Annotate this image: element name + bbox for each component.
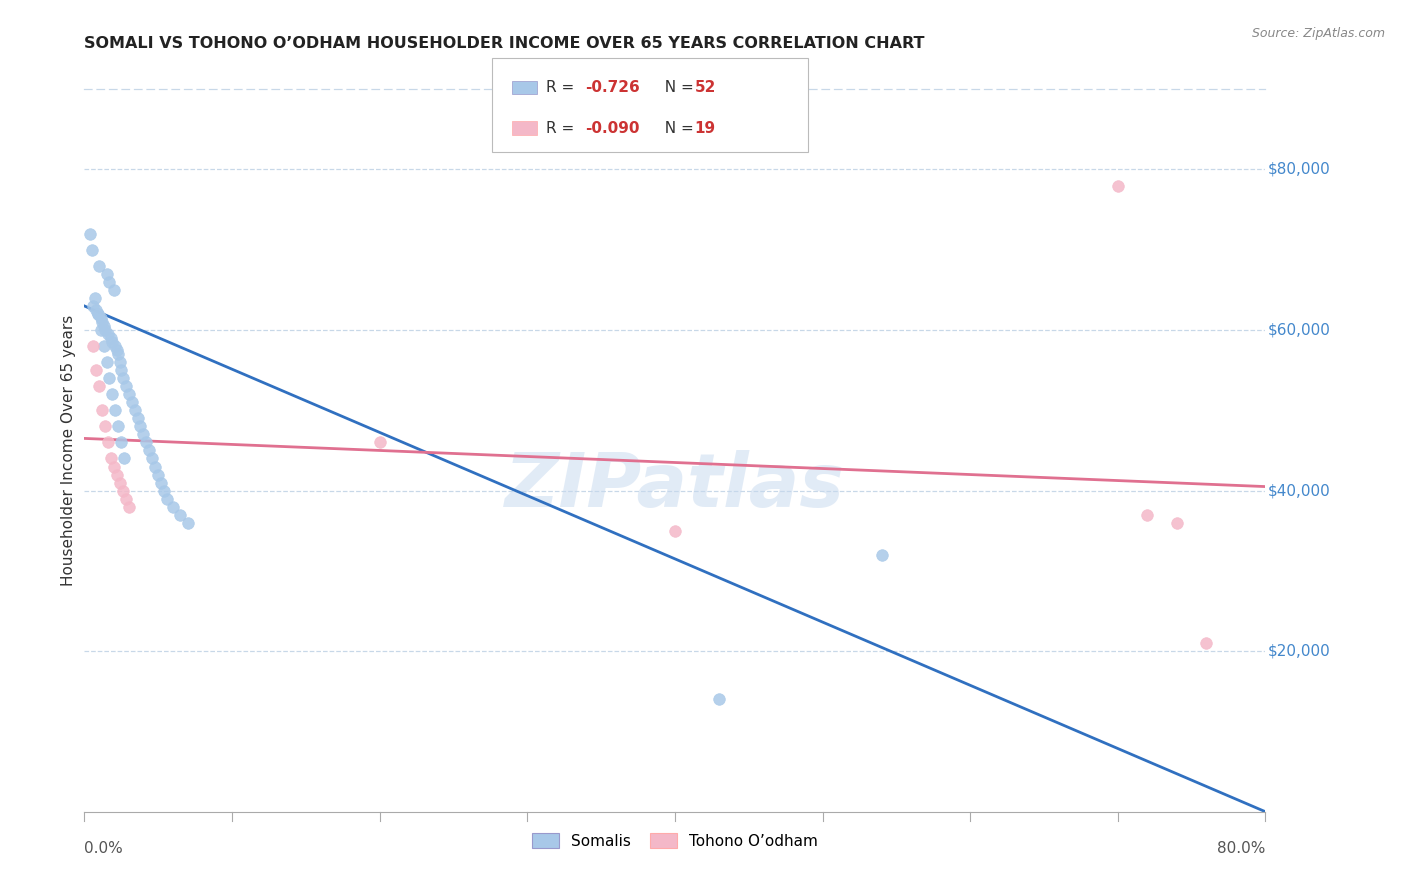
Point — [114, 491, 136, 506]
Point — [79, 227, 101, 241]
Point — [870, 548, 893, 562]
Point — [100, 331, 122, 345]
Point — [169, 508, 191, 522]
Point — [105, 343, 128, 357]
Point — [104, 403, 127, 417]
Point — [111, 483, 134, 498]
Point — [107, 419, 129, 434]
Point — [101, 334, 124, 349]
Point — [368, 435, 391, 450]
Text: 52: 52 — [695, 80, 716, 95]
Point — [150, 475, 173, 490]
Point — [83, 291, 105, 305]
Point — [84, 363, 107, 377]
Text: 19: 19 — [695, 121, 716, 136]
Text: N =: N = — [655, 80, 699, 95]
Y-axis label: Householder Income Over 65 years: Householder Income Over 65 years — [60, 315, 76, 586]
Point — [1195, 636, 1218, 650]
Point — [104, 339, 127, 353]
Point — [118, 387, 141, 401]
Text: $40,000: $40,000 — [1268, 483, 1330, 498]
Point — [84, 302, 107, 317]
Point — [91, 315, 114, 329]
Point — [162, 500, 184, 514]
Text: N =: N = — [655, 121, 699, 136]
Point — [105, 467, 128, 482]
Point — [114, 379, 136, 393]
Text: SOMALI VS TOHONO O’ODHAM HOUSEHOLDER INCOME OVER 65 YEARS CORRELATION CHART: SOMALI VS TOHONO O’ODHAM HOUSEHOLDER INC… — [84, 36, 925, 51]
Text: R =: R = — [546, 121, 579, 136]
Point — [93, 318, 115, 333]
Point — [94, 419, 117, 434]
Point — [97, 326, 120, 341]
Point — [135, 435, 157, 450]
Point — [103, 283, 125, 297]
Text: R =: R = — [546, 80, 579, 95]
Point — [96, 267, 118, 281]
Point — [118, 500, 141, 514]
Point — [80, 243, 103, 257]
Point — [138, 443, 160, 458]
Point — [108, 475, 131, 490]
Point — [97, 435, 120, 450]
Point — [1166, 516, 1188, 530]
Point — [124, 403, 146, 417]
Point — [93, 339, 115, 353]
Point — [98, 275, 121, 289]
Point — [100, 451, 122, 466]
Point — [87, 379, 111, 393]
Point — [664, 524, 686, 538]
Point — [107, 347, 129, 361]
Point — [96, 355, 118, 369]
Point — [86, 307, 108, 321]
Point — [148, 467, 170, 482]
Text: $20,000: $20,000 — [1268, 644, 1330, 658]
Point — [87, 259, 111, 273]
Point — [110, 363, 132, 377]
Point — [82, 299, 104, 313]
Text: -0.726: -0.726 — [585, 80, 640, 95]
Point — [112, 451, 135, 466]
Point — [709, 692, 731, 706]
Point — [101, 387, 124, 401]
Text: Source: ZipAtlas.com: Source: ZipAtlas.com — [1251, 27, 1385, 40]
Point — [90, 310, 112, 325]
Point — [129, 419, 152, 434]
Point — [132, 427, 155, 442]
Point — [141, 451, 163, 466]
Point — [111, 371, 134, 385]
Text: $80,000: $80,000 — [1268, 162, 1330, 177]
Point — [156, 491, 179, 506]
Point — [103, 459, 125, 474]
Point — [90, 323, 112, 337]
Point — [91, 403, 114, 417]
Point — [1136, 508, 1159, 522]
Point — [98, 371, 121, 385]
Point — [94, 323, 117, 337]
Point — [177, 516, 200, 530]
Point — [153, 483, 176, 498]
Point — [121, 395, 143, 409]
Point — [108, 355, 131, 369]
Point — [86, 307, 108, 321]
Point — [127, 411, 149, 425]
Point — [110, 435, 132, 450]
Point — [82, 339, 104, 353]
Point — [143, 459, 166, 474]
Legend: Somalis, Tohono O’odham: Somalis, Tohono O’odham — [526, 827, 824, 855]
Text: -0.090: -0.090 — [585, 121, 640, 136]
Text: 80.0%: 80.0% — [1218, 840, 1265, 855]
Text: ZIPatlas: ZIPatlas — [505, 450, 845, 523]
Text: 0.0%: 0.0% — [84, 840, 124, 855]
Text: $60,000: $60,000 — [1268, 323, 1330, 337]
Point — [1107, 178, 1129, 193]
